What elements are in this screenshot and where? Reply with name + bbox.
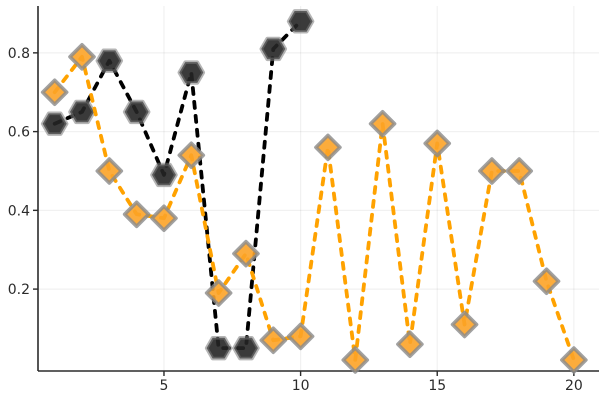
x-tick-label: 5 xyxy=(160,378,169,394)
hexagon-marker xyxy=(177,60,206,85)
diamond-marker xyxy=(560,346,588,374)
diamond-marker xyxy=(532,267,561,296)
y-tick-label: 0.6 xyxy=(8,125,30,141)
diamond-marker xyxy=(478,157,506,185)
diamond-marker xyxy=(68,42,96,71)
diamond-marker xyxy=(177,141,206,170)
diamond-marker xyxy=(341,346,370,374)
y-tick-label: 0.2 xyxy=(8,282,30,298)
diamond-marker xyxy=(232,239,260,268)
hexagon-marker xyxy=(40,111,69,136)
diamond-marker xyxy=(40,78,69,107)
y-tick-label: 0.8 xyxy=(8,46,30,62)
x-tick-label: 10 xyxy=(292,378,310,394)
hexagon-marker xyxy=(95,48,124,73)
hexagon-marker xyxy=(68,99,96,125)
hexagon-marker xyxy=(122,99,151,125)
diamond-marker xyxy=(259,326,288,355)
x-tick-label: 15 xyxy=(428,378,446,394)
diamond-marker xyxy=(423,129,452,158)
diamond-marker xyxy=(95,157,124,185)
hexagon-marker xyxy=(259,36,288,62)
diamond-marker xyxy=(450,310,479,339)
diamond-marker xyxy=(122,200,151,229)
y-tick-label: 0.4 xyxy=(8,203,30,219)
x-tick-label: 20 xyxy=(565,378,583,394)
hexagon-marker xyxy=(232,335,260,361)
hexagon-marker xyxy=(286,9,315,34)
hexagon-marker xyxy=(150,162,178,188)
diamond-marker xyxy=(286,322,315,351)
diamond-marker xyxy=(505,157,534,185)
diamond-marker xyxy=(204,279,233,307)
black-hexagon-series-line xyxy=(52,19,303,351)
hexagon-marker xyxy=(204,335,233,361)
diamond-marker xyxy=(368,109,397,138)
diamond-marker xyxy=(396,330,424,359)
diamond-marker xyxy=(314,133,342,162)
diamond-marker xyxy=(150,204,178,233)
